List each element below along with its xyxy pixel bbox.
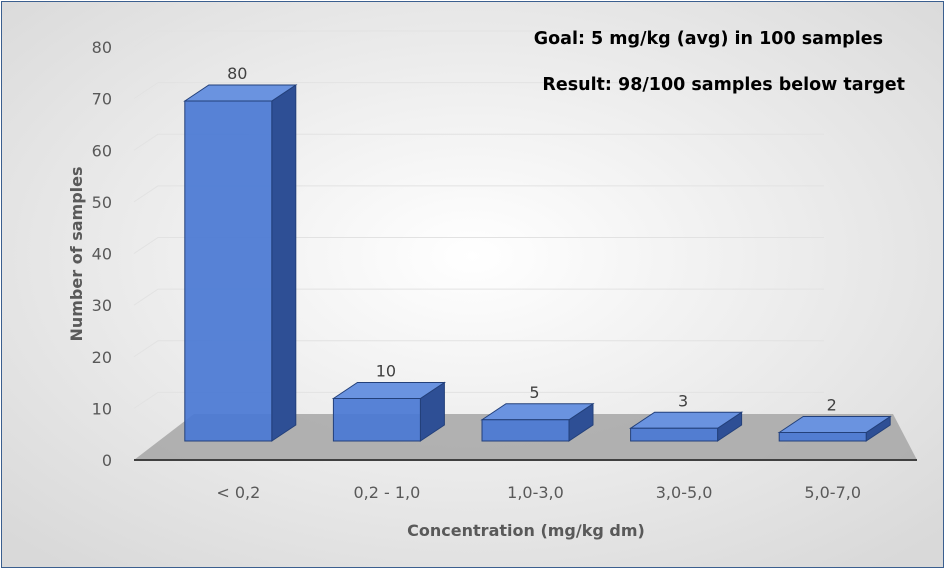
y-tick-label: 60 xyxy=(92,141,112,160)
bars xyxy=(183,84,892,442)
y-tick-label: 40 xyxy=(92,245,112,264)
bar-front xyxy=(332,398,421,442)
x-tick-label: 5,0-7,0 xyxy=(804,483,861,502)
bar xyxy=(480,402,595,442)
gridline xyxy=(133,288,824,306)
bar xyxy=(777,415,892,442)
y-tick-label: 0 xyxy=(102,451,112,470)
y-tick-label: 20 xyxy=(92,348,112,367)
x-tick-label: 3,0-5,0 xyxy=(656,483,713,502)
data-label: 10 xyxy=(376,362,396,381)
bar xyxy=(331,381,447,442)
data-labels: 80 10 5 3 2 xyxy=(227,64,837,415)
x-tick-label: 1,0-3,0 xyxy=(507,483,564,502)
x-axis-ticks: < 0,2 0,2 - 1,0 1,0-3,0 3,0-5,0 5,0-7,0 xyxy=(216,483,861,502)
gridlines xyxy=(133,30,824,409)
gridline xyxy=(133,237,824,254)
y-tick-label: 10 xyxy=(92,399,112,418)
data-label: 3 xyxy=(678,391,688,410)
bar xyxy=(628,411,744,442)
bar-front xyxy=(481,419,570,442)
y-axis-ticks: 0 10 20 30 40 50 60 70 80 xyxy=(92,38,112,470)
x-axis-title: Concentration (mg/kg dm) xyxy=(407,521,645,540)
data-label: 80 xyxy=(227,64,247,83)
y-axis-title: Number of samples xyxy=(67,166,86,341)
y-tick-label: 80 xyxy=(92,38,112,57)
data-label: 2 xyxy=(827,396,837,415)
gridline xyxy=(133,391,824,409)
bar-side xyxy=(271,84,297,442)
goal-annotation: Goal: 5 mg/kg (avg) in 100 samples xyxy=(533,29,883,49)
data-label: 5 xyxy=(529,383,539,402)
x-tick-label: 0,2 - 1,0 xyxy=(353,483,420,502)
gridline xyxy=(133,30,824,48)
gridline xyxy=(133,185,824,203)
gridline xyxy=(133,340,824,358)
gridline xyxy=(133,82,824,100)
result-annotation: Result: 98/100 samples below target xyxy=(542,75,905,95)
y-tick-label: 50 xyxy=(92,193,112,212)
bar-front xyxy=(630,427,719,442)
y-tick-label: 30 xyxy=(92,296,112,315)
x-tick-label: < 0,2 xyxy=(216,483,260,502)
gridline xyxy=(133,133,824,151)
bar-front xyxy=(184,100,273,442)
bar-front xyxy=(778,432,867,442)
bar xyxy=(183,84,298,442)
y-tick-label: 70 xyxy=(92,90,112,109)
